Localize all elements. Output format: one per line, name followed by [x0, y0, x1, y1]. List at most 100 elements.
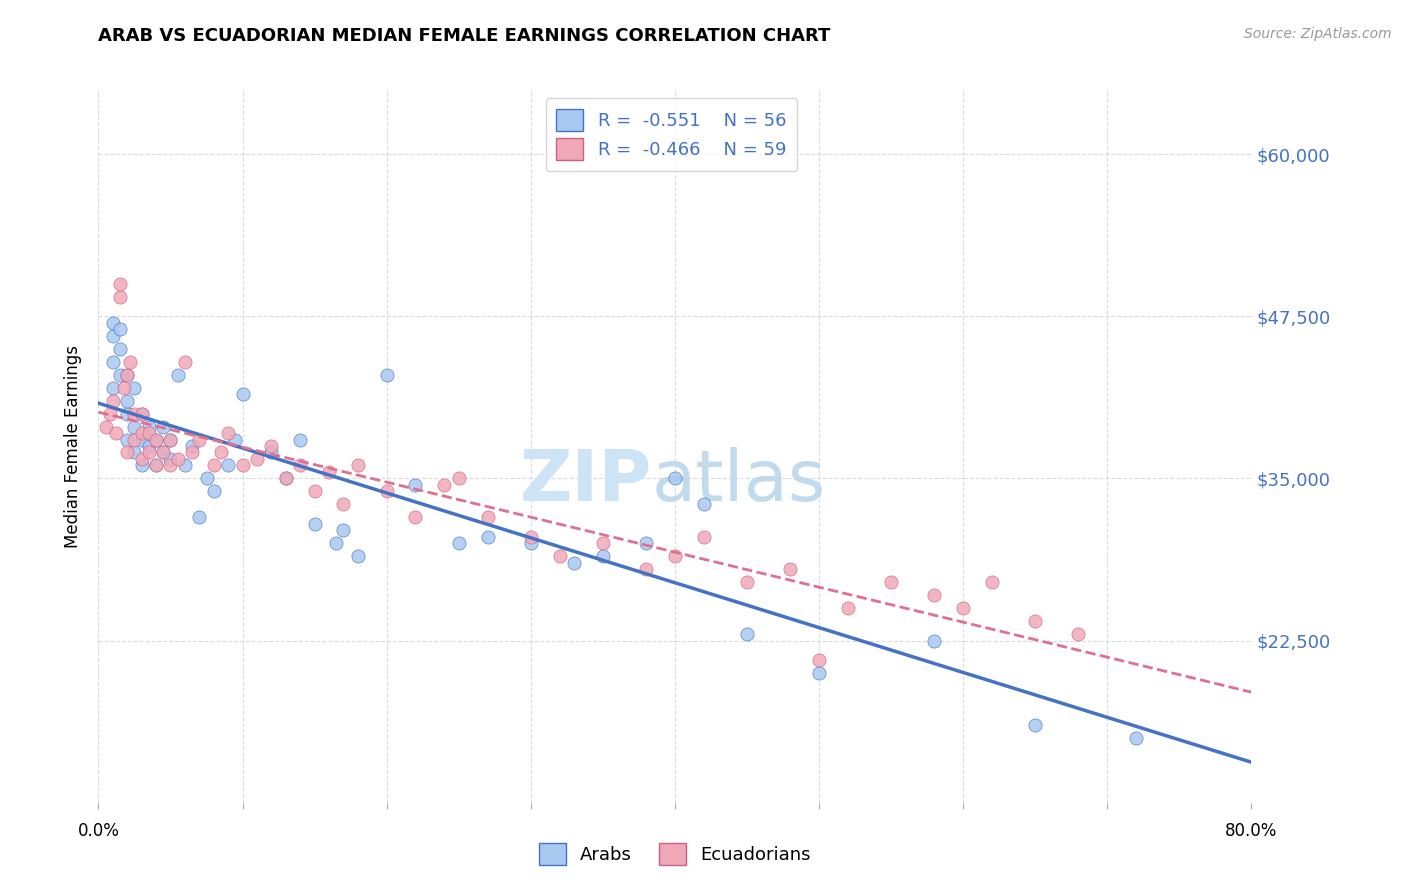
- Point: [138, 425, 160, 440]
- Point: [159, 433, 181, 447]
- Point: [124, 407, 146, 421]
- Point: [290, 458, 312, 473]
- Point: [152, 445, 174, 459]
- Point: [138, 445, 160, 459]
- Point: [260, 445, 283, 459]
- Legend: Arabs, Ecuadorians: Arabs, Ecuadorians: [531, 836, 818, 872]
- Y-axis label: Median Female Earnings: Median Female Earnings: [65, 344, 83, 548]
- Point: [375, 484, 398, 499]
- Point: [346, 549, 368, 564]
- Point: [807, 666, 830, 681]
- Point: [837, 601, 859, 615]
- Point: [101, 354, 124, 368]
- Point: [117, 407, 139, 421]
- Point: [138, 419, 160, 434]
- Point: [405, 510, 427, 524]
- Point: [138, 439, 160, 453]
- Point: [174, 458, 197, 473]
- Point: [101, 381, 124, 395]
- Point: [117, 445, 139, 459]
- Point: [779, 562, 801, 576]
- Point: [477, 530, 499, 544]
- Point: [231, 387, 254, 401]
- Point: [880, 575, 903, 590]
- Point: [108, 368, 131, 382]
- Text: 80.0%: 80.0%: [1225, 822, 1278, 840]
- Point: [224, 433, 246, 447]
- Point: [592, 549, 614, 564]
- Point: [209, 445, 232, 459]
- Point: [188, 510, 211, 524]
- Point: [332, 497, 354, 511]
- Point: [246, 452, 269, 467]
- Point: [124, 419, 146, 434]
- Point: [304, 516, 326, 531]
- Point: [117, 368, 139, 382]
- Point: [145, 458, 167, 473]
- Point: [104, 425, 127, 440]
- Point: [188, 433, 211, 447]
- Point: [346, 458, 368, 473]
- Point: [108, 342, 131, 356]
- Point: [1125, 731, 1147, 745]
- Point: [108, 277, 131, 291]
- Point: [693, 530, 716, 544]
- Point: [433, 478, 456, 492]
- Point: [166, 452, 188, 467]
- Point: [108, 290, 131, 304]
- Point: [1067, 627, 1090, 641]
- Point: [98, 407, 121, 421]
- Point: [131, 425, 153, 440]
- Point: [304, 484, 326, 499]
- Point: [101, 393, 124, 408]
- Point: [447, 536, 470, 550]
- Point: [922, 633, 945, 648]
- Point: [131, 407, 153, 421]
- Point: [693, 497, 716, 511]
- Point: [124, 445, 146, 459]
- Point: [124, 433, 146, 447]
- Point: [922, 588, 945, 602]
- Point: [332, 524, 354, 538]
- Point: [520, 530, 543, 544]
- Point: [636, 562, 658, 576]
- Point: [664, 471, 686, 485]
- Point: [375, 368, 398, 382]
- Point: [117, 368, 139, 382]
- Point: [159, 452, 181, 467]
- Point: [131, 452, 153, 467]
- Point: [735, 627, 758, 641]
- Point: [174, 354, 197, 368]
- Text: Source: ZipAtlas.com: Source: ZipAtlas.com: [1244, 27, 1392, 41]
- Point: [477, 510, 499, 524]
- Point: [202, 484, 225, 499]
- Point: [217, 425, 239, 440]
- Point: [152, 419, 174, 434]
- Point: [117, 393, 139, 408]
- Point: [131, 458, 153, 473]
- Point: [325, 536, 347, 550]
- Point: [94, 419, 117, 434]
- Point: [202, 458, 225, 473]
- Point: [166, 368, 188, 382]
- Point: [664, 549, 686, 564]
- Point: [145, 458, 167, 473]
- Point: [1024, 614, 1046, 628]
- Point: [231, 458, 254, 473]
- Point: [145, 433, 167, 447]
- Point: [735, 575, 758, 590]
- Point: [145, 433, 167, 447]
- Point: [318, 465, 340, 479]
- Point: [181, 445, 204, 459]
- Point: [274, 471, 297, 485]
- Point: [120, 354, 142, 368]
- Point: [195, 471, 218, 485]
- Point: [131, 433, 153, 447]
- Point: [290, 433, 312, 447]
- Point: [152, 445, 174, 459]
- Point: [1024, 718, 1046, 732]
- Point: [636, 536, 658, 550]
- Point: [131, 407, 153, 421]
- Point: [124, 381, 146, 395]
- Point: [807, 653, 830, 667]
